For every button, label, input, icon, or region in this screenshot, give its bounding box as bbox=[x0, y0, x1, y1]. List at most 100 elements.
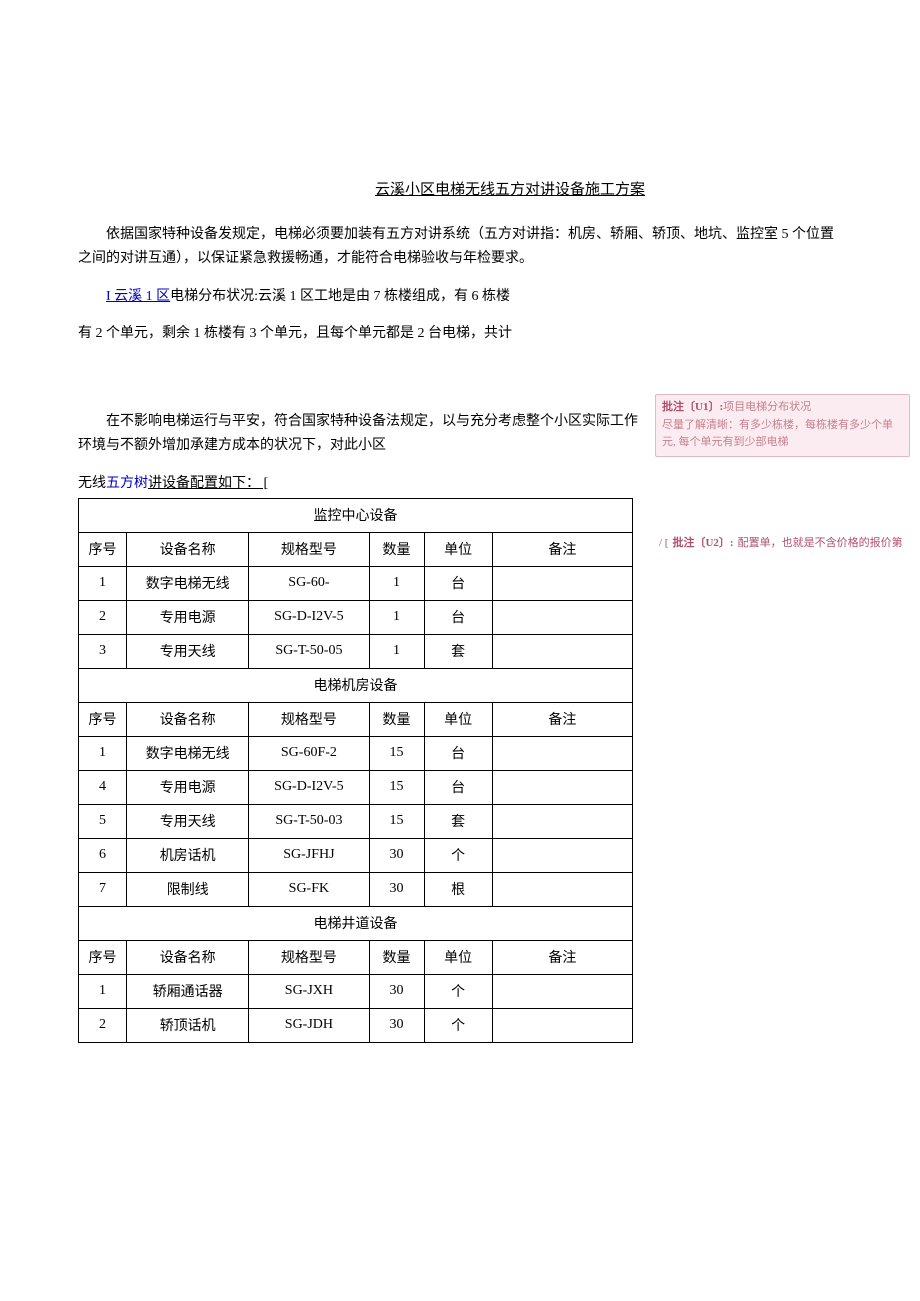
table-row: 6机房话机SG-JFHJ30个 bbox=[79, 838, 633, 872]
table-cell: SG-JDH bbox=[249, 1008, 369, 1042]
table-cell: 30 bbox=[369, 1008, 424, 1042]
table-header-cell: 数量 bbox=[369, 532, 424, 566]
table-row: 2专用电源SG-D-I2V-51台 bbox=[79, 600, 633, 634]
table-cell bbox=[492, 634, 632, 668]
paragraph-consideration: 在不影响电梯运行与平安，符合国家特种设备法规定，以与充分考虑整个小区实际工作环境… bbox=[78, 410, 638, 458]
comment-u1-label: 批注〔U1〕: bbox=[662, 401, 723, 413]
table-cell: 台 bbox=[424, 566, 492, 600]
table-cell: 15 bbox=[369, 804, 424, 838]
table-cell: 台 bbox=[424, 770, 492, 804]
table-cell: SG-JFHJ bbox=[249, 838, 369, 872]
table-cell: 5 bbox=[79, 804, 127, 838]
table-row: 1轿厢通话器SG-JXH30个 bbox=[79, 974, 633, 1008]
table-cell: 数字电梯无线 bbox=[127, 736, 249, 770]
config-suffix: 讲设备配置如下： [ bbox=[148, 476, 268, 491]
table-cell: 套 bbox=[424, 804, 492, 838]
table-cell: 2 bbox=[79, 1008, 127, 1042]
table-header-cell: 序号 bbox=[79, 532, 127, 566]
table-header-cell: 备注 bbox=[492, 702, 632, 736]
table-cell: 专用天线 bbox=[127, 804, 249, 838]
config-intro-line: 无线五方树讲设备配置如下： [ bbox=[78, 472, 638, 496]
table-cell: SG-JXH bbox=[249, 974, 369, 1008]
table-cell: 套 bbox=[424, 634, 492, 668]
table-cell bbox=[492, 770, 632, 804]
table-section-title: 电梯井道设备 bbox=[79, 906, 633, 940]
table-header-cell: 序号 bbox=[79, 702, 127, 736]
table-cell: 1 bbox=[79, 736, 127, 770]
config-highlight-word: 五方树 bbox=[106, 476, 148, 491]
table-section-title: 电梯机房设备 bbox=[79, 668, 633, 702]
comment-u1-body: 尽量了解清晰：有多少栋楼，每栋楼有多少个单元, 每个单元有到少部电梯 bbox=[662, 417, 903, 452]
table-row: 2轿顶话机SG-JDH30个 bbox=[79, 1008, 633, 1042]
table-cell: SG-T-50-03 bbox=[249, 804, 369, 838]
table-cell: 6 bbox=[79, 838, 127, 872]
config-prefix: 无线 bbox=[78, 476, 106, 491]
section-ref-link: I 云溪 1 区 bbox=[106, 289, 170, 304]
table-cell: 个 bbox=[424, 1008, 492, 1042]
table-header-cell: 序号 bbox=[79, 940, 127, 974]
paragraph-distribution-rest: 电梯分布状况:云溪 1 区工地是由 7 栋楼组成，有 6 栋楼 bbox=[170, 289, 510, 304]
table-cell bbox=[492, 804, 632, 838]
paragraph-distribution: I 云溪 1 区电梯分布状况:云溪 1 区工地是由 7 栋楼组成，有 6 栋楼 bbox=[78, 285, 638, 309]
table-header-cell: 单位 bbox=[424, 532, 492, 566]
table-cell: SG-FK bbox=[249, 872, 369, 906]
table-cell bbox=[492, 736, 632, 770]
table-header-cell: 规格型号 bbox=[249, 940, 369, 974]
table-cell: 根 bbox=[424, 872, 492, 906]
table-header-cell: 设备名称 bbox=[127, 702, 249, 736]
table-cell bbox=[492, 974, 632, 1008]
table-row: 1数字电梯无线SG-60-1台 bbox=[79, 566, 633, 600]
table-header-cell: 备注 bbox=[492, 940, 632, 974]
table-cell bbox=[492, 600, 632, 634]
table-header-cell: 单位 bbox=[424, 702, 492, 736]
table-header-cell: 数量 bbox=[369, 702, 424, 736]
equipment-table: 监控中心设备序号设备名称规格型号数量单位备注1数字电梯无线SG-60-1台2专用… bbox=[78, 498, 633, 1043]
table-cell: SG-D-I2V-5 bbox=[249, 770, 369, 804]
table-cell: 台 bbox=[424, 736, 492, 770]
table-cell: 1 bbox=[369, 600, 424, 634]
table-cell: 1 bbox=[79, 566, 127, 600]
table-cell: 轿厢通话器 bbox=[127, 974, 249, 1008]
comment-u2-label: 批注〔U2〕: bbox=[672, 537, 737, 549]
table-cell: 数字电梯无线 bbox=[127, 566, 249, 600]
paragraph-units: 有 2 个单元，剩余 1 栋楼有 3 个单元，且每个单元都是 2 台电梯，共计 bbox=[78, 322, 638, 346]
table-cell: 专用天线 bbox=[127, 634, 249, 668]
table-header-cell: 设备名称 bbox=[127, 940, 249, 974]
table-row: 4专用电源SG-D-I2V-515台 bbox=[79, 770, 633, 804]
table-cell: 4 bbox=[79, 770, 127, 804]
document-title: 云溪小区电梯无线五方对讲设备施工方案 bbox=[78, 178, 842, 199]
table-header-cell: 备注 bbox=[492, 532, 632, 566]
table-cell: 15 bbox=[369, 736, 424, 770]
comment-u2-prefix: / [ bbox=[655, 537, 672, 549]
table-header-cell: 设备名称 bbox=[127, 532, 249, 566]
table-section-title: 监控中心设备 bbox=[79, 498, 633, 532]
table-cell: 1 bbox=[369, 634, 424, 668]
table-row: 3专用天线SG-T-50-051套 bbox=[79, 634, 633, 668]
table-cell: 30 bbox=[369, 872, 424, 906]
table-cell: 2 bbox=[79, 600, 127, 634]
table-cell: 机房话机 bbox=[127, 838, 249, 872]
table-cell: 3 bbox=[79, 634, 127, 668]
table-cell bbox=[492, 1008, 632, 1042]
table-cell bbox=[492, 566, 632, 600]
table-cell: 1 bbox=[79, 974, 127, 1008]
table-cell: 1 bbox=[369, 566, 424, 600]
comment-u2-body: 配置单，也就是不含价格的报价第 bbox=[738, 537, 907, 549]
table-cell: 个 bbox=[424, 974, 492, 1008]
table-cell: 轿顶话机 bbox=[127, 1008, 249, 1042]
table-cell: 专用电源 bbox=[127, 770, 249, 804]
comment-u2: / [批注〔U2〕:配置单，也就是不含价格的报价第 bbox=[655, 535, 910, 553]
table-cell: SG-T-50-05 bbox=[249, 634, 369, 668]
table-header-cell: 数量 bbox=[369, 940, 424, 974]
table-cell: 7 bbox=[79, 872, 127, 906]
table-cell: SG-60F-2 bbox=[249, 736, 369, 770]
table-cell: 30 bbox=[369, 838, 424, 872]
table-cell bbox=[492, 838, 632, 872]
paragraph-intro: 依据国家特种设备发规定，电梯必须要加装有五方对讲系统（五方对讲指：机房、轿厢、轿… bbox=[78, 223, 842, 271]
table-row: 5专用天线SG-T-50-0315套 bbox=[79, 804, 633, 838]
table-cell: 个 bbox=[424, 838, 492, 872]
table-header-cell: 单位 bbox=[424, 940, 492, 974]
document-page: 云溪小区电梯无线五方对讲设备施工方案 依据国家特种设备发规定，电梯必须要加装有五… bbox=[0, 178, 920, 1043]
table-cell: 台 bbox=[424, 600, 492, 634]
table-cell: 专用电源 bbox=[127, 600, 249, 634]
